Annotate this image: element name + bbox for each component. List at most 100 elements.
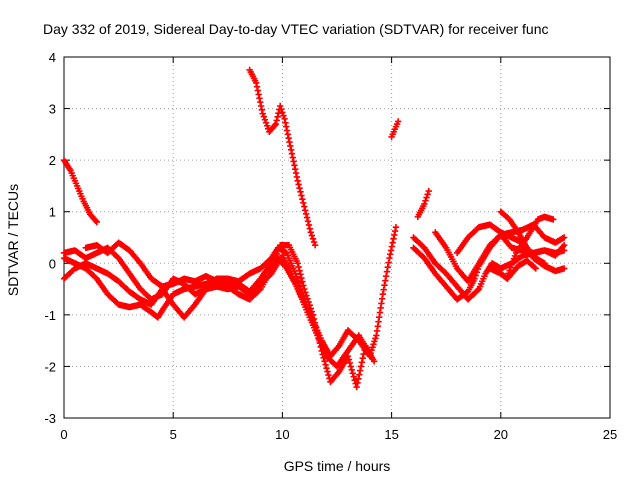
data-point <box>294 177 301 184</box>
data-point <box>355 375 362 383</box>
data-point <box>391 231 398 239</box>
data-point <box>359 354 366 362</box>
data-point <box>310 238 318 246</box>
data-point <box>262 119 270 126</box>
data-point <box>531 264 538 271</box>
x-tick-label: 10 <box>275 427 289 442</box>
data-point <box>424 191 431 198</box>
data-point <box>325 371 332 379</box>
data-point <box>271 122 278 129</box>
data-point <box>292 169 300 177</box>
data-point <box>310 315 318 323</box>
data-point <box>358 359 366 366</box>
data-point <box>296 184 303 192</box>
data-point <box>255 91 262 98</box>
data-point <box>474 287 481 294</box>
y-tick-label: -3 <box>44 411 56 426</box>
data-point <box>294 260 301 267</box>
data-series-arc-o <box>504 213 557 280</box>
y-tick-label: 3 <box>49 102 56 117</box>
data-point <box>306 301 313 309</box>
data-point <box>287 146 295 154</box>
data-point <box>392 223 400 231</box>
data-point <box>303 292 310 299</box>
data-point <box>260 113 268 120</box>
data-point <box>356 371 363 378</box>
data-point <box>532 265 539 272</box>
data-point <box>370 358 378 365</box>
data-point <box>283 123 290 130</box>
data-point <box>471 275 478 282</box>
data-point <box>92 217 99 224</box>
data-point <box>303 214 311 221</box>
data-point <box>279 109 286 116</box>
data-point <box>273 117 280 124</box>
data-point <box>277 102 284 110</box>
data-point <box>308 232 316 239</box>
data-point <box>261 116 269 123</box>
data-point <box>305 221 313 229</box>
data-point <box>348 366 356 374</box>
data-point <box>263 122 271 129</box>
data-point <box>307 229 314 236</box>
data-point <box>304 295 311 302</box>
data-markers <box>60 66 568 391</box>
data-point <box>422 197 429 204</box>
data-point <box>252 79 260 86</box>
data-point <box>550 216 557 223</box>
data-point <box>369 344 376 351</box>
data-point <box>306 225 314 232</box>
data-point <box>423 194 430 201</box>
data-point <box>323 364 330 372</box>
data-point <box>324 368 331 375</box>
data-point <box>298 274 305 282</box>
data-point <box>560 265 568 272</box>
data-series-arc-a <box>60 156 100 226</box>
data-point <box>370 341 377 348</box>
data-point <box>421 200 428 208</box>
data-point <box>257 98 264 106</box>
data-point <box>390 235 397 242</box>
x-tick-label: 0 <box>60 427 67 442</box>
data-point <box>282 119 289 126</box>
chart-title: Day 332 of 2019, Sidereal Day-to-day VTE… <box>43 21 549 37</box>
data-point <box>307 305 314 312</box>
data-point <box>384 263 391 271</box>
data-point <box>288 150 296 157</box>
y-tick-label: 0 <box>49 256 56 271</box>
data-point <box>289 154 296 161</box>
data-point <box>293 173 301 181</box>
data-point <box>560 234 568 241</box>
data-point <box>274 113 281 121</box>
data-point <box>385 259 392 266</box>
data-point <box>295 181 302 188</box>
data-point <box>259 110 266 117</box>
x-tick-label: 15 <box>384 427 398 442</box>
y-tick-label: 1 <box>49 205 56 220</box>
data-point <box>302 210 310 218</box>
y-tick-label: 2 <box>49 153 56 168</box>
data-point <box>256 95 263 102</box>
data-point <box>304 218 312 225</box>
data-point <box>357 363 365 370</box>
data-point <box>296 267 303 274</box>
data-point <box>322 361 329 368</box>
data-point <box>360 350 367 358</box>
data-point <box>380 286 387 293</box>
data-point <box>283 127 291 134</box>
y-tick-label: 4 <box>49 50 56 65</box>
data-point <box>541 260 548 267</box>
data-point <box>300 282 307 289</box>
data-point <box>299 195 306 203</box>
data-point <box>388 243 396 250</box>
data-point <box>292 165 299 173</box>
y-tick-label: -2 <box>44 359 56 374</box>
data-point <box>93 218 100 226</box>
x-axis-label: GPS time / hours <box>284 458 391 474</box>
data-point <box>290 158 297 165</box>
data-point <box>299 278 306 285</box>
data-point <box>321 358 328 365</box>
data-point <box>284 131 292 138</box>
x-tick-label: 5 <box>170 427 177 442</box>
data-point <box>285 135 292 142</box>
